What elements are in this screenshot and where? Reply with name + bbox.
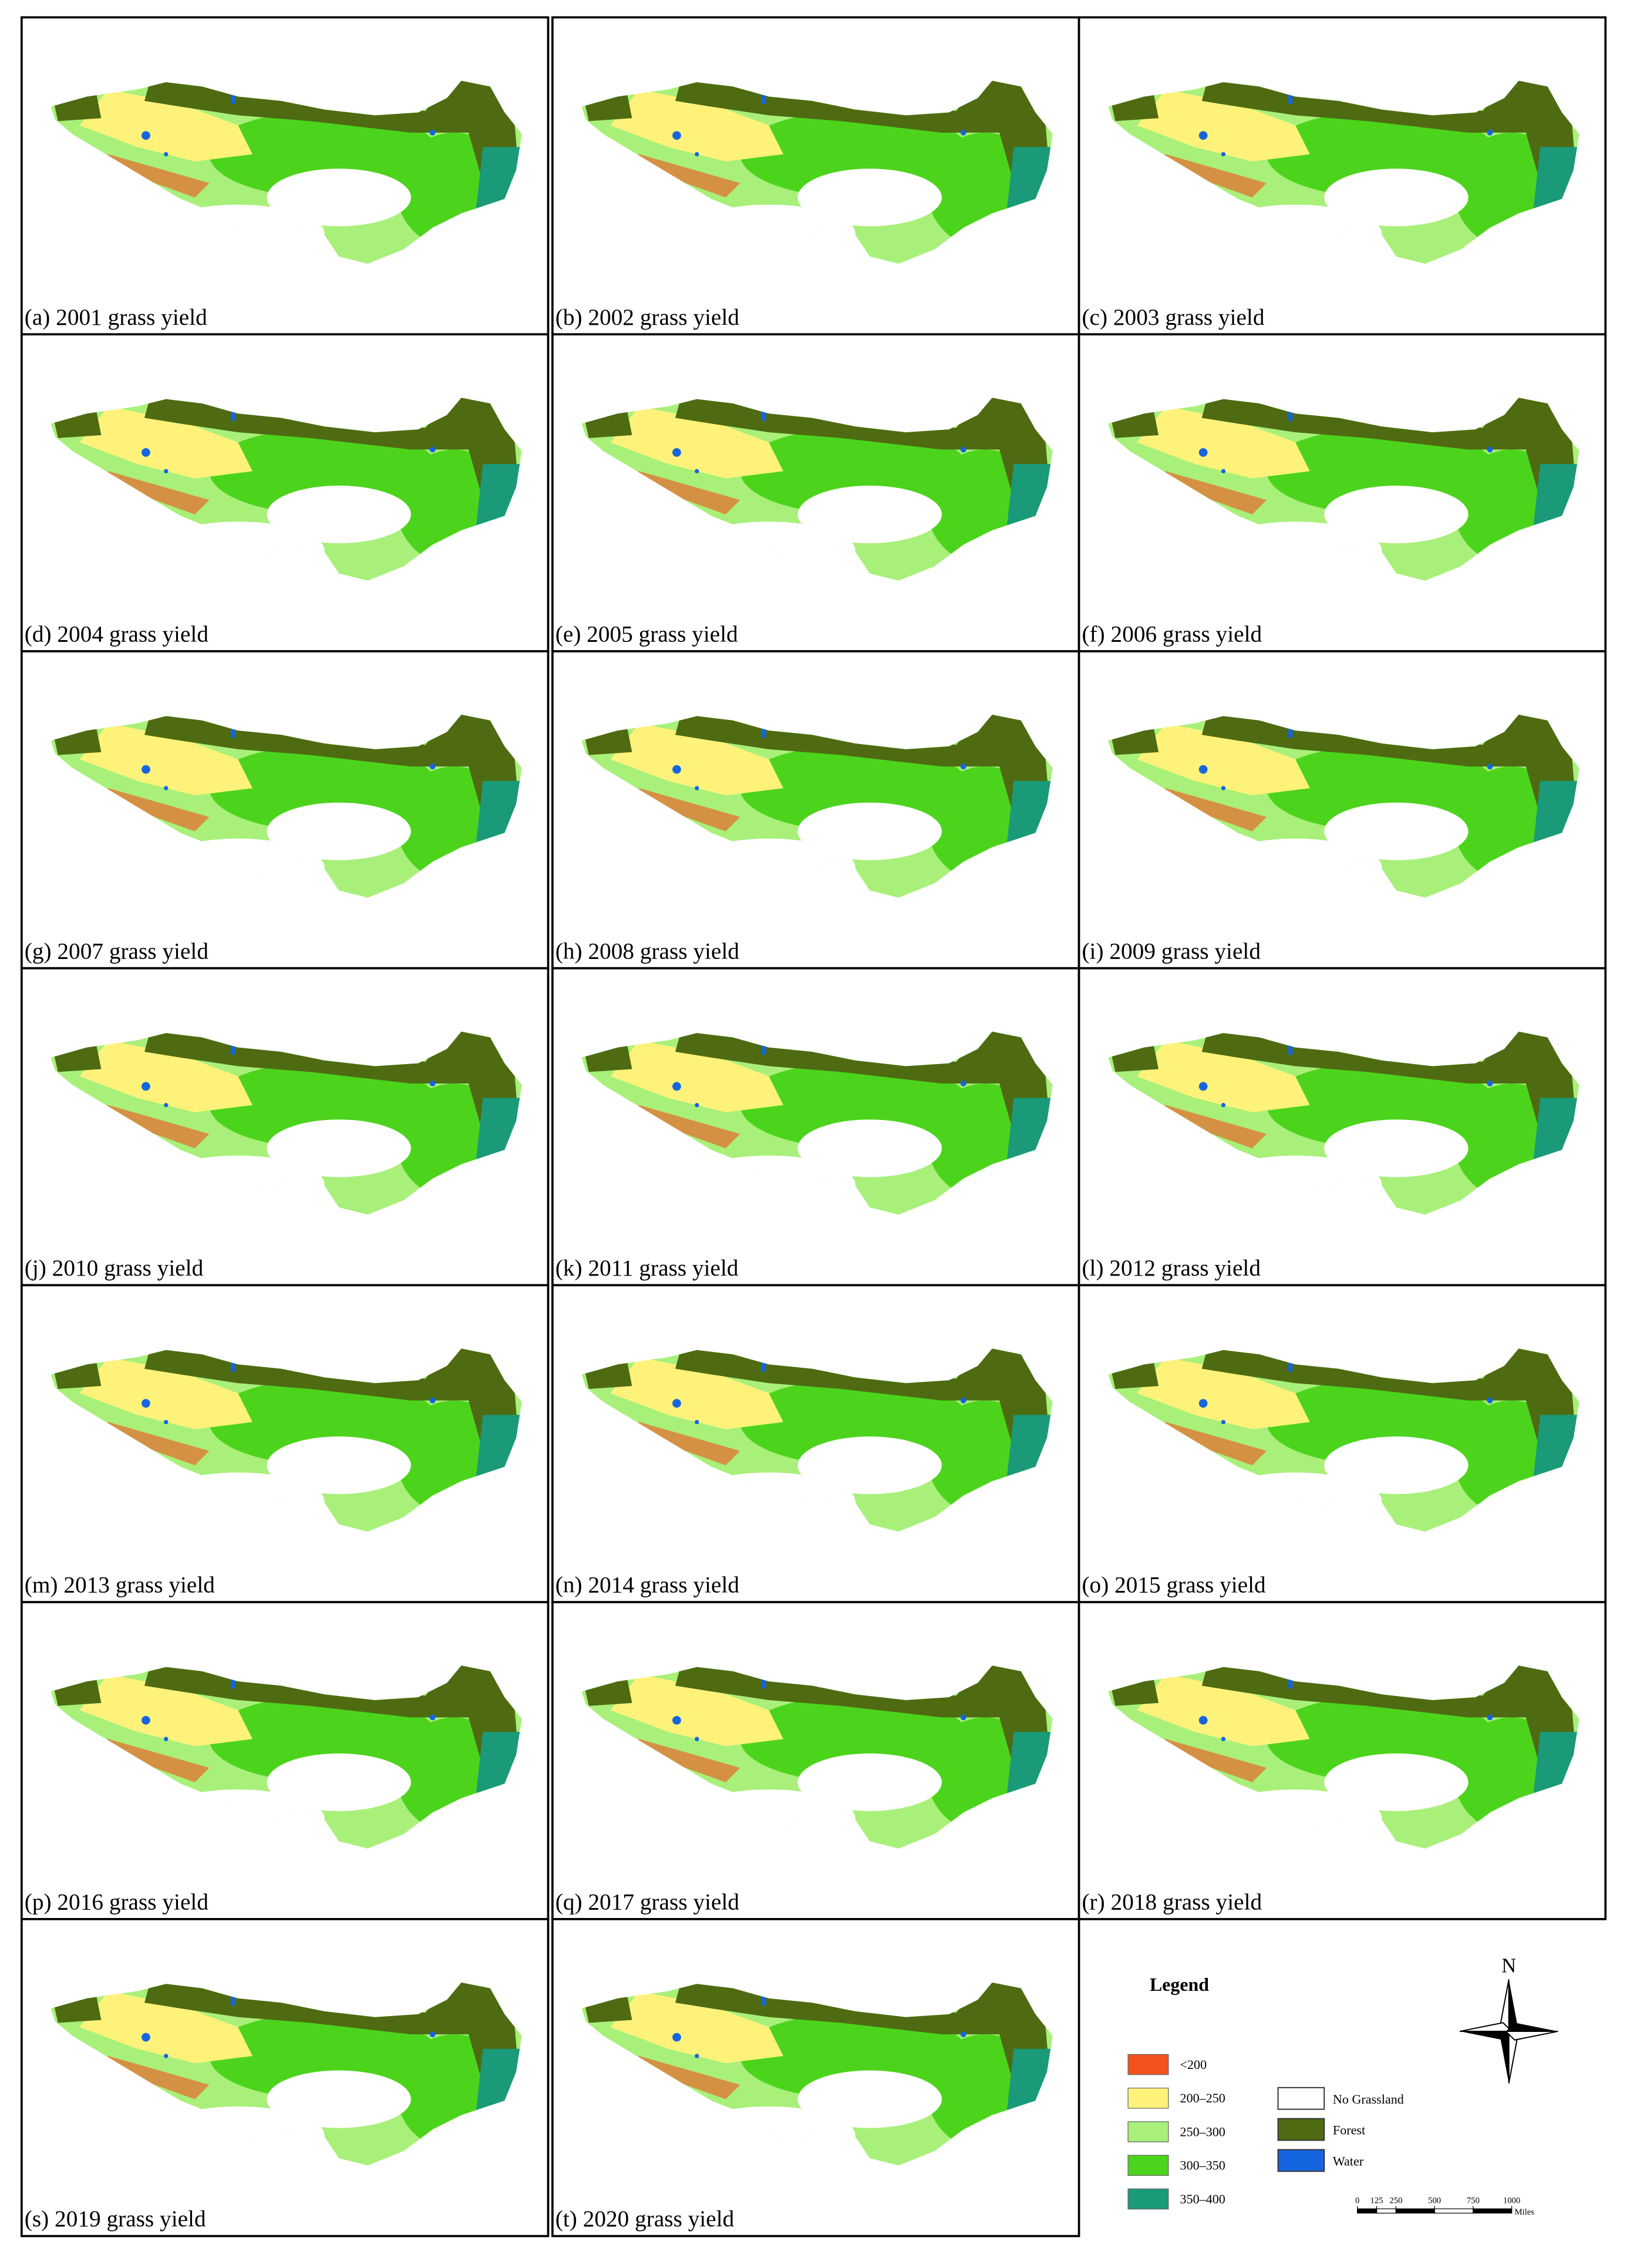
legend-label: 200–250 — [1180, 2091, 1225, 2105]
panel-caption: (p) 2016 grass yield — [25, 1889, 209, 1914]
scale-label: 250 — [1389, 2196, 1402, 2205]
legend-swatch — [1127, 2087, 1169, 2109]
legend-label: 350–400 — [1180, 2192, 1225, 2206]
scale-segment — [1395, 2208, 1435, 2214]
legend-swatch — [1277, 2087, 1325, 2110]
panel-caption: (k) 2011 grass yield — [555, 1255, 739, 1281]
panel-caption: (b) 2002 grass yield — [555, 304, 740, 330]
legend: Legend N <200 200–250 250–300 300–350 350–40… — [1127, 1954, 1558, 2217]
legend-swatch — [1127, 2188, 1169, 2210]
scale-unit: Miles — [1514, 2208, 1534, 2217]
legend-swatch — [1277, 2149, 1325, 2172]
north-arrow — [1459, 1979, 1558, 2084]
legend-label: 250–300 — [1180, 2124, 1225, 2139]
scale-segment — [1434, 2208, 1474, 2214]
legend-label: No Grassland — [1333, 2092, 1404, 2107]
panel-caption: (c) 2003 grass yield — [1082, 304, 1264, 330]
panel-caption: (s) 2019 grass yield — [25, 2206, 206, 2232]
panel-caption: (i) 2009 grass yield — [1082, 938, 1261, 964]
panel-caption: (e) 2005 grass yield — [555, 621, 738, 647]
legend-label: <200 — [1180, 2057, 1207, 2072]
legend-swatch — [1127, 2054, 1169, 2075]
scale-label: 1000 — [1503, 2196, 1520, 2205]
legend-title: Legend — [1150, 1974, 1209, 1995]
panel-caption: (n) 2014 grass yield — [555, 1572, 740, 1598]
panels: (a) 2001 grass yield (b) 2002 grass yield… — [21, 16, 1607, 2237]
legend-swatch — [1127, 2121, 1169, 2142]
north-label: N — [1501, 1954, 1516, 1977]
scale-segment — [1473, 2208, 1513, 2214]
panel-caption: (l) 2012 grass yield — [1082, 1255, 1261, 1281]
panel-caption: (o) 2015 grass yield — [1082, 1572, 1266, 1598]
scale-segment — [1357, 2208, 1378, 2214]
panel-caption: (r) 2018 grass yield — [1082, 1889, 1262, 1914]
panel-caption: (g) 2007 grass yield — [25, 938, 209, 964]
panel-caption: (m) 2013 grass yield — [25, 1572, 215, 1598]
scale-label: 500 — [1428, 2196, 1441, 2205]
panel-caption: (j) 2010 grass yield — [25, 1255, 204, 1281]
scale-label: 750 — [1467, 2196, 1480, 2205]
panel-caption: (a) 2001 grass yield — [25, 304, 207, 330]
legend-swatch — [1277, 2118, 1325, 2141]
legend-label: Forest — [1333, 2123, 1366, 2138]
panel-caption: (d) 2004 grass yield — [25, 621, 209, 647]
scale-segment — [1376, 2208, 1397, 2214]
legend-label: Water — [1333, 2153, 1364, 2168]
scale-label: 125 — [1370, 2196, 1383, 2205]
panel-caption: (t) 2020 grass yield — [555, 2206, 735, 2232]
panel-caption: (q) 2017 grass yield — [555, 1889, 740, 1914]
scale-label: 0 — [1355, 2196, 1359, 2205]
panel-caption: (f) 2006 grass yield — [1082, 621, 1262, 647]
legend-label: 300–350 — [1180, 2158, 1225, 2173]
legend-swatch — [1127, 2155, 1169, 2176]
panel-caption: (h) 2008 grass yield — [555, 938, 740, 964]
